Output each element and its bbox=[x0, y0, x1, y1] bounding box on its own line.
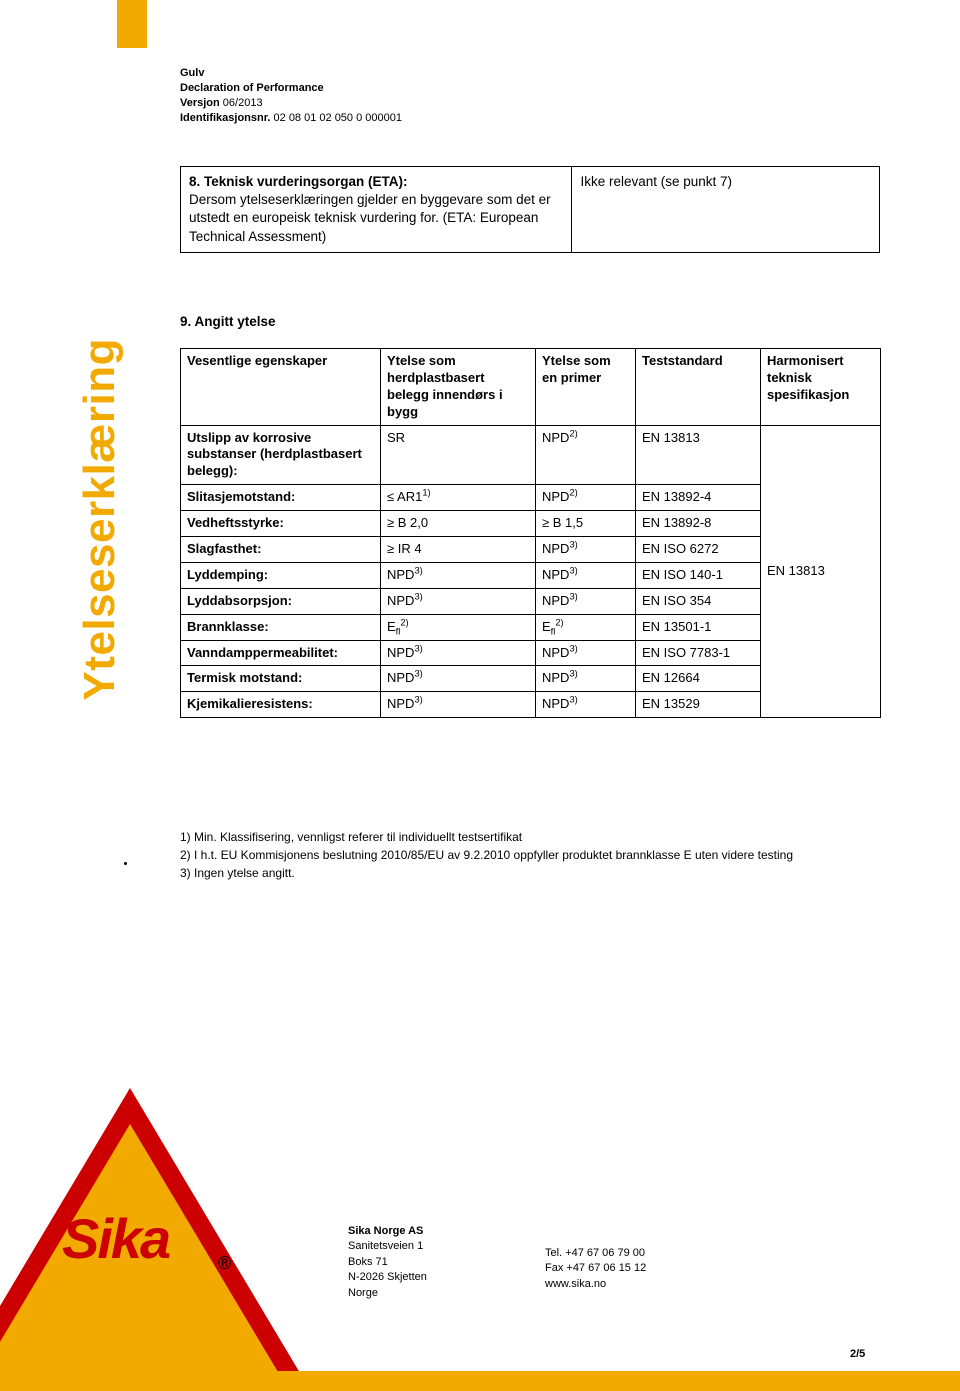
meta-dop: Declaration of Performance bbox=[180, 82, 324, 94]
document-header-meta: Gulv Declaration of Performance Versjon … bbox=[180, 66, 402, 125]
section-8-left: 8. Teknisk vurderingsorgan (ETA):Dersom … bbox=[181, 167, 572, 253]
footnote-3: 3) Ingen ytelse angitt. bbox=[180, 864, 793, 882]
registered-mark-icon: ® bbox=[218, 1253, 231, 1274]
perf-standard: EN ISO 354 bbox=[636, 588, 761, 614]
perf-prop: Utslipp av korrosive substanser (herdpla… bbox=[181, 425, 381, 485]
footer-fax: Fax +47 67 06 15 12 bbox=[545, 1262, 646, 1274]
perf-prop: Lyddemping: bbox=[181, 562, 381, 588]
perf-prop: Slitasjemotstand: bbox=[181, 485, 381, 511]
perf-header-c1: Ytelse som herdplastbasert belegg innend… bbox=[381, 349, 536, 426]
footer-address: Sika Norge AS Sanitetsveien 1 Boks 71 N-… bbox=[348, 1224, 427, 1301]
footnotes: 1) Min. Klassifisering, vennligst refere… bbox=[180, 828, 793, 882]
perf-harmonised-spec: EN 13813 bbox=[761, 425, 881, 718]
footnote-1: 1) Min. Klassifisering, vennligst refere… bbox=[180, 828, 793, 846]
perf-val-indoor: ≥ B 2,0 bbox=[381, 511, 536, 537]
perf-val-primer: NPD3) bbox=[536, 640, 636, 666]
perf-val-primer: NPD3) bbox=[536, 666, 636, 692]
sidebar-vertical-heading: Ytelseserklæring bbox=[75, 338, 125, 701]
meta-idnr-label: Identifikasjonsnr. bbox=[180, 112, 270, 124]
perf-prop: Lyddabsorpsjon: bbox=[181, 588, 381, 614]
perf-header-c4: Harmonisert teknisk spesifikasjon bbox=[761, 349, 881, 426]
bottom-yellow-bar bbox=[0, 1371, 960, 1391]
perf-prop: Kjemikalieresistens: bbox=[181, 692, 381, 718]
performance-table: Vesentlige egenskaper Ytelse som herdpla… bbox=[180, 348, 881, 718]
perf-standard: EN ISO 140-1 bbox=[636, 562, 761, 588]
perf-val-primer: Efl2) bbox=[536, 614, 636, 640]
footer-addr2: Boks 71 bbox=[348, 1256, 388, 1268]
perf-standard: EN 13892-8 bbox=[636, 511, 761, 537]
perf-standard: EN 13529 bbox=[636, 692, 761, 718]
perf-header-c0: Vesentlige egenskaper bbox=[181, 349, 381, 426]
page-number: 2/5 bbox=[850, 1348, 865, 1360]
perf-standard: EN 13892-4 bbox=[636, 485, 761, 511]
perf-prop: Vedheftsstyrke: bbox=[181, 511, 381, 537]
footnote-2: 2) I h.t. EU Kommisjonens beslutning 201… bbox=[180, 846, 793, 864]
perf-standard: EN 12664 bbox=[636, 666, 761, 692]
perf-val-indoor: NPD3) bbox=[381, 562, 536, 588]
perf-val-primer: NPD2) bbox=[536, 425, 636, 485]
perf-val-indoor: SR bbox=[381, 425, 536, 485]
perf-val-primer: NPD2) bbox=[536, 485, 636, 511]
table-row: Utslipp av korrosive substanser (herdpla… bbox=[181, 425, 881, 485]
footer-company: Sika Norge AS bbox=[348, 1225, 423, 1237]
footer-addr3: N-2026 Skjetten bbox=[348, 1271, 427, 1283]
perf-standard: EN 13813 bbox=[636, 425, 761, 485]
perf-val-primer: NPD3) bbox=[536, 537, 636, 563]
perf-val-primer: NPD3) bbox=[536, 588, 636, 614]
perf-val-indoor: ≤ AR11) bbox=[381, 485, 536, 511]
meta-version-value: 06/2013 bbox=[220, 97, 263, 109]
perf-val-primer: ≥ B 1,5 bbox=[536, 511, 636, 537]
perf-val-indoor: NPD3) bbox=[381, 692, 536, 718]
perf-prop: Brannklasse: bbox=[181, 614, 381, 640]
section-9-title: 9. Angitt ytelse bbox=[180, 314, 276, 329]
perf-standard: EN ISO 7783-1 bbox=[636, 640, 761, 666]
perf-val-indoor: ≥ IR 4 bbox=[381, 537, 536, 563]
footer-addr4: Norge bbox=[348, 1287, 378, 1299]
section-8-table: 8. Teknisk vurderingsorgan (ETA):Dersom … bbox=[180, 166, 880, 253]
perf-prop: Slagfasthet: bbox=[181, 537, 381, 563]
dot-marker bbox=[124, 862, 127, 865]
meta-idnr-value: 02 08 01 02 050 0 000001 bbox=[270, 112, 402, 124]
meta-gulv: Gulv bbox=[180, 67, 204, 79]
footer-addr1: Sanitetsveien 1 bbox=[348, 1240, 423, 1252]
perf-val-indoor: NPD3) bbox=[381, 640, 536, 666]
perf-header-c3: Teststandard bbox=[636, 349, 761, 426]
perf-standard: EN 13501-1 bbox=[636, 614, 761, 640]
brand-accent-block bbox=[117, 0, 147, 48]
perf-val-indoor: NPD3) bbox=[381, 588, 536, 614]
perf-header-c2: Ytelse som en primer bbox=[536, 349, 636, 426]
perf-standard: EN ISO 6272 bbox=[636, 537, 761, 563]
section-8-right: Ikke relevant (se punkt 7) bbox=[572, 167, 880, 253]
meta-version-label: Versjon bbox=[180, 97, 220, 109]
perf-val-primer: NPD3) bbox=[536, 562, 636, 588]
footer-contact: Tel. +47 67 06 79 00 Fax +47 67 06 15 12… bbox=[545, 1246, 646, 1292]
perf-prop: Vanndamppermeabilitet: bbox=[181, 640, 381, 666]
sika-logo-text: Sika bbox=[62, 1206, 169, 1271]
perf-val-primer: NPD3) bbox=[536, 692, 636, 718]
footer-web: www.sika.no bbox=[545, 1278, 606, 1290]
footer-tel: Tel. +47 67 06 79 00 bbox=[545, 1247, 645, 1259]
perf-val-indoor: NPD3) bbox=[381, 666, 536, 692]
perf-val-indoor: Efl2) bbox=[381, 614, 536, 640]
perf-prop: Termisk motstand: bbox=[181, 666, 381, 692]
